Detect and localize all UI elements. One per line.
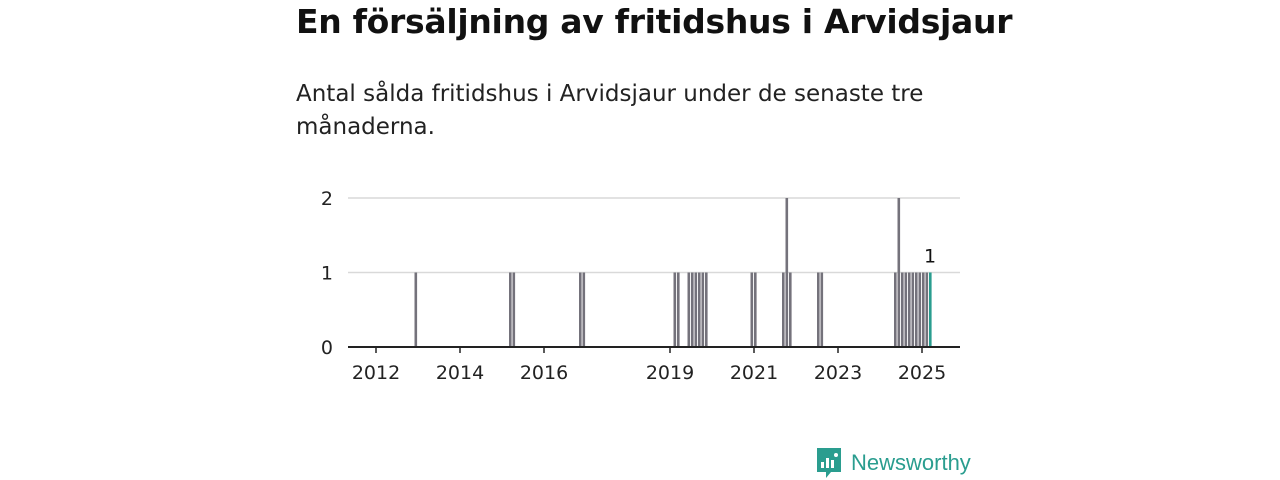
x-tick-label: 2019 (646, 362, 694, 384)
x-tick-label: 2016 (520, 362, 568, 384)
brand-name: Newsworthy (851, 450, 971, 475)
bar (817, 272, 820, 347)
bar (789, 272, 792, 347)
bar (750, 272, 754, 347)
bar (915, 272, 918, 347)
bar (782, 272, 785, 347)
bar (922, 272, 925, 347)
bar (820, 272, 824, 347)
y-tick-label: 2 (321, 188, 333, 210)
bar (897, 198, 901, 347)
bar (754, 272, 757, 347)
newsworthy-logo-icon (817, 448, 841, 478)
bar (904, 272, 908, 347)
bar (677, 272, 680, 347)
bar (691, 272, 694, 347)
x-tick-label: 2012 (352, 362, 400, 384)
bar (894, 272, 897, 347)
x-tick-label: 2014 (436, 362, 484, 384)
chart-title: En försäljning av fritidshus i Arvidsjau… (296, 2, 1013, 41)
x-tick-label: 2025 (898, 362, 946, 384)
bar (694, 272, 698, 347)
bar (701, 272, 705, 347)
y-tick-label: 0 (321, 337, 333, 359)
data-label: 1 (924, 246, 936, 268)
bar (698, 272, 701, 347)
bar (673, 272, 677, 347)
newsworthy-logo: Newsworthy (815, 446, 971, 480)
bar (512, 272, 516, 347)
x-tick-label: 2023 (814, 362, 862, 384)
bar (918, 272, 922, 347)
chart-subtitle: Antal sålda fritidshus i Arvidsjaur unde… (296, 81, 924, 140)
bar (908, 272, 911, 347)
bar-chart: 0 1 2 1 2012 2014 2016 2019 2021 2023 2025 (321, 188, 960, 384)
bar (911, 272, 915, 347)
bar (687, 272, 691, 347)
bar (582, 272, 586, 347)
y-tick-label: 1 (321, 263, 333, 285)
bar (705, 272, 708, 347)
bar (785, 198, 789, 347)
bar (414, 272, 418, 347)
bar-highlight (929, 272, 932, 347)
bar (901, 272, 904, 347)
bar (925, 272, 929, 347)
bar (579, 272, 582, 347)
bar (509, 272, 512, 347)
x-tick-label: 2021 (730, 362, 778, 384)
